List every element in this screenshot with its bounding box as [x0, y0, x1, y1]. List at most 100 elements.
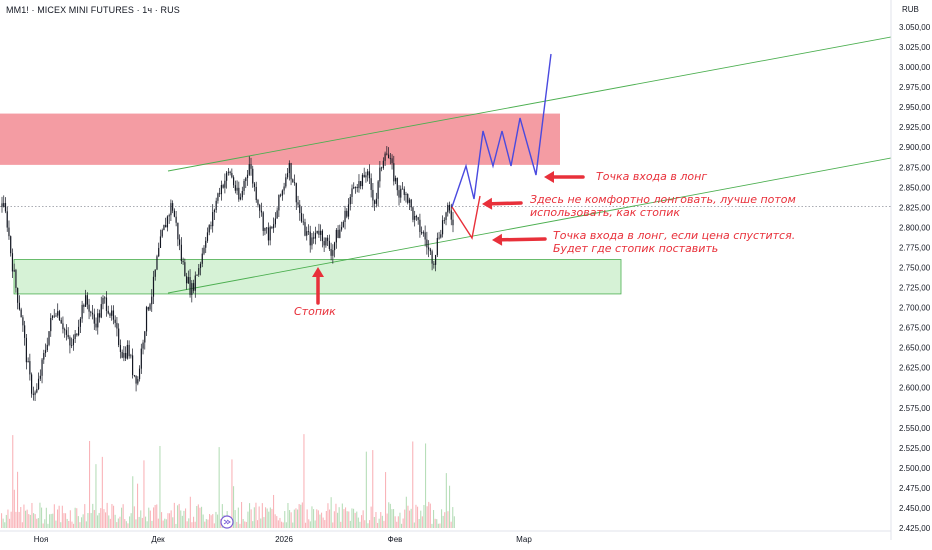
volume-bar	[442, 515, 444, 528]
volume-bar	[204, 521, 206, 528]
volume-bar	[2, 518, 4, 528]
candle-body	[356, 186, 358, 189]
volume-bar	[271, 508, 273, 528]
candle-body	[224, 180, 226, 188]
candle-body	[419, 219, 421, 232]
volume-bar	[369, 520, 371, 528]
candle-body	[76, 333, 78, 336]
volume-bar	[378, 518, 380, 528]
candle-body	[250, 164, 252, 169]
volume-bar	[37, 518, 39, 528]
price-tick-label: 2.975,00	[899, 83, 931, 92]
volume-bar	[298, 504, 300, 528]
candle-body	[412, 207, 414, 220]
volume-bar	[359, 521, 361, 528]
candle-body	[227, 171, 229, 173]
annotation-entry-if-drop-line1: Точка входа в лонг, если цена спустится.	[553, 229, 796, 242]
candle-body	[394, 177, 397, 182]
volume-bar	[98, 512, 100, 528]
candle-body	[426, 239, 428, 248]
volume-bar	[375, 512, 377, 528]
volume-bar	[402, 518, 404, 528]
volume-bar	[113, 505, 115, 528]
candle-body	[156, 256, 158, 270]
price-tick-label: 2.550,00	[899, 424, 931, 433]
volume-bar	[151, 520, 153, 528]
candle-body	[62, 323, 64, 330]
volume-bar	[354, 512, 356, 528]
volume-bar	[207, 519, 209, 528]
volume-bar	[393, 509, 395, 528]
volume-bar	[93, 510, 95, 528]
candle-body	[405, 194, 407, 195]
volume-bar	[210, 515, 212, 528]
candle-body	[43, 353, 45, 360]
volume-bar	[348, 511, 350, 528]
symbol-title[interactable]: MM1! · MICEX MINI FUTURES · 1ч · RUS	[6, 5, 180, 15]
volume-bar	[277, 520, 279, 528]
candle-body	[313, 237, 315, 239]
candle-body	[302, 221, 304, 223]
volume-bar	[338, 507, 340, 528]
arrow-stop	[312, 267, 324, 305]
candle-body	[203, 247, 205, 254]
price-tick-label: 2.725,00	[899, 284, 931, 293]
volume-bar	[153, 507, 155, 528]
candle-body	[93, 314, 95, 324]
candle-body	[187, 277, 189, 284]
volume-bar	[146, 521, 148, 528]
volume-bar	[409, 510, 411, 528]
price-axis[interactable]: 3.050,00 3.025,00 3.000,00 2.975,00 2.950,00…	[890, 0, 931, 540]
volume-bar	[293, 509, 295, 528]
candle-body	[27, 361, 29, 363]
volume-bar	[410, 508, 412, 528]
volume-bar	[287, 503, 289, 528]
volume-bar	[434, 518, 436, 528]
candle-body	[361, 174, 364, 187]
time-tick-dec: Дек	[151, 535, 165, 544]
volume-bar	[145, 516, 147, 528]
candle-body	[20, 309, 22, 318]
volume-bar	[260, 518, 262, 528]
candle-body	[131, 355, 134, 376]
volume-bar	[177, 505, 179, 528]
time-axis[interactable]: Ноя Дек 2026 Фев Мар	[0, 515, 891, 544]
candle-body	[215, 200, 217, 210]
volume-bar	[178, 503, 180, 528]
candle-body	[436, 237, 438, 256]
volume-bar	[268, 511, 270, 528]
volume-bar	[394, 516, 396, 528]
candle-body	[246, 174, 249, 179]
volume-bar	[282, 522, 284, 528]
candle-body	[393, 163, 395, 182]
candle-body	[307, 231, 310, 233]
candle-body	[6, 211, 8, 228]
volume-bar	[439, 523, 441, 528]
candle-body	[415, 215, 418, 218]
volume-bar	[165, 519, 167, 528]
price-tick-label: 2.700,00	[899, 304, 931, 313]
volume-bar	[239, 523, 241, 528]
candle-body	[151, 296, 153, 305]
volume-bar	[44, 519, 46, 528]
volume-bar	[345, 507, 347, 528]
candle-body	[107, 310, 109, 314]
candle-body	[163, 225, 165, 231]
candle-body	[255, 186, 257, 201]
arrow-not-comfortable	[482, 197, 523, 210]
volume-bar	[385, 472, 387, 528]
volume-bar	[129, 516, 131, 528]
candle-body	[58, 311, 61, 321]
volume-bar	[159, 445, 161, 528]
candle-body	[109, 313, 111, 316]
volume-bar	[357, 517, 359, 528]
volume-bar	[436, 519, 438, 528]
volume-bar	[201, 506, 203, 528]
candle-body	[431, 251, 433, 264]
candle-body	[344, 210, 346, 222]
candle-body	[269, 226, 271, 241]
volume-bar	[189, 496, 191, 528]
candle-body	[64, 329, 66, 331]
price-tick-label: 2.625,00	[899, 364, 931, 373]
